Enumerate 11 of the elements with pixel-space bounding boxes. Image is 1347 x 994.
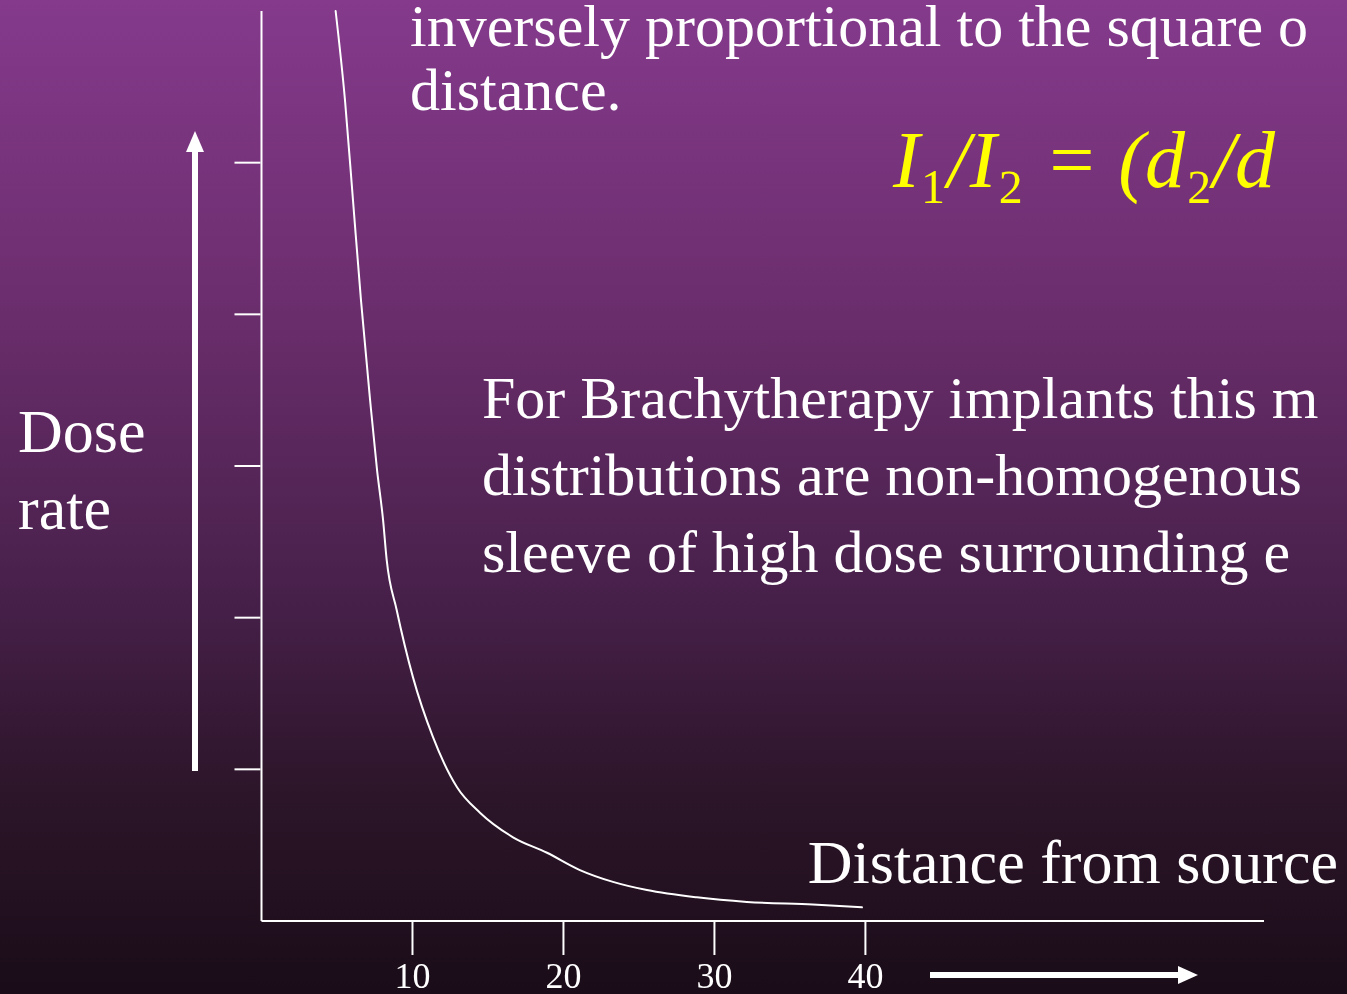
x-tick-label: 20: [545, 956, 582, 994]
y-axis-title: Dose rate: [18, 397, 146, 542]
annotation: For Brachytherapy implants this m: [482, 365, 1319, 431]
annotation: distributions are non-homogenous: [482, 442, 1302, 508]
x-tick-label: 30: [696, 956, 733, 994]
x-tick-label: 10: [394, 956, 431, 994]
annotation: I₁/I₂ = (d₂/d: [892, 116, 1277, 205]
annotation: inversely proportional to the square o: [410, 0, 1309, 59]
annotation: sleeve of high dose surrounding e: [482, 519, 1291, 585]
x-tick-label: 40: [847, 956, 884, 994]
x-axis-title: Distance from source: [807, 828, 1338, 896]
